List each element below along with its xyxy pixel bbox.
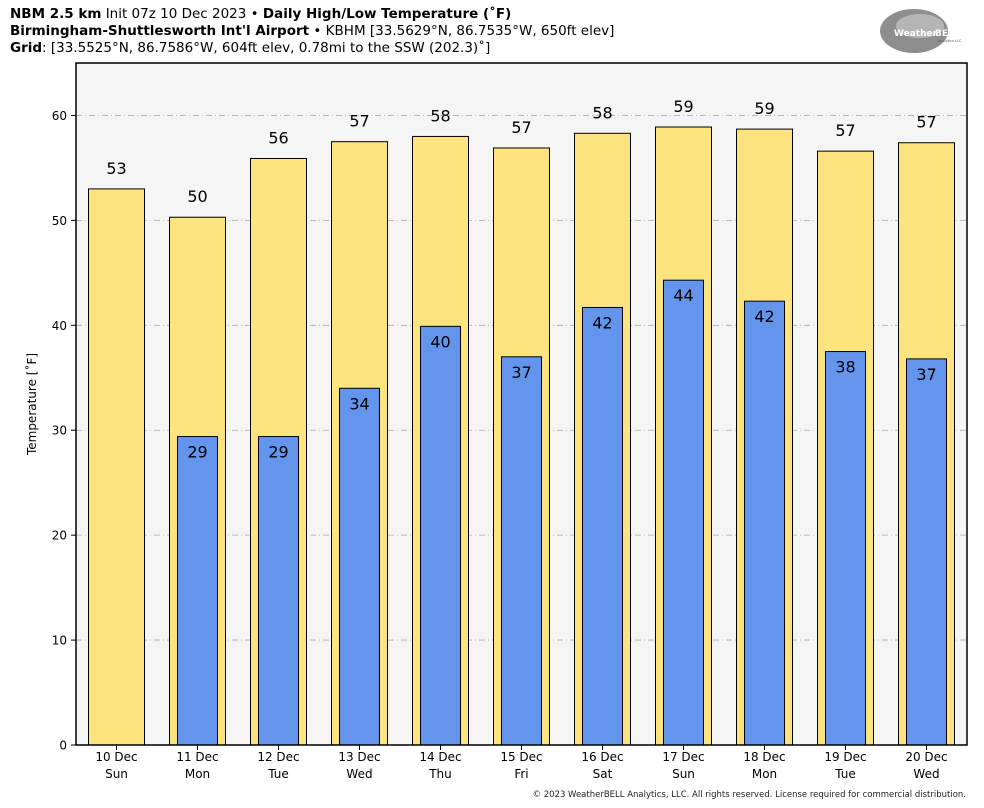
high-temp-label: 50	[187, 187, 207, 206]
x-tick-label-date: 16 Dec	[581, 750, 623, 764]
x-tick-label-day: Tue	[834, 767, 856, 781]
grid-label: Grid	[10, 40, 43, 56]
low-temp-bar	[177, 436, 218, 746]
x-tick-label-day: Mon	[752, 767, 777, 781]
x-tick-label-day: Fri	[514, 767, 528, 781]
x-tick-label-date: 17 Dec	[662, 750, 704, 764]
high-temp-label: 59	[754, 99, 774, 118]
logo-text-a: Weather	[894, 29, 938, 39]
x-tick-label-day: Sun	[105, 767, 128, 781]
x-tick-label-date: 10 Dec	[95, 750, 137, 764]
high-temp-label: 57	[349, 112, 369, 131]
separator: •	[250, 6, 259, 22]
low-temp-label: 37	[511, 363, 531, 382]
y-tick-label: 0	[59, 739, 67, 753]
y-tick-label: 40	[52, 319, 67, 333]
high-temp-label: 58	[430, 106, 450, 125]
high-temp-label: 57	[835, 121, 855, 140]
header-line-1: NBM 2.5 km Init 07z 10 Dec 2023 • Daily …	[10, 6, 511, 23]
station-name: Birmingham-Shuttlesworth Int'l Airport	[10, 23, 310, 39]
x-tick-label-day: Sun	[672, 767, 695, 781]
low-temp-bar	[825, 351, 866, 746]
low-temp-bar	[906, 358, 947, 746]
high-temp-label: 59	[673, 97, 693, 116]
low-temp-bar	[582, 306, 623, 746]
x-tick-label-date: 12 Dec	[257, 750, 299, 764]
model-name: NBM 2.5 km	[10, 6, 102, 22]
init-time: Init 07z 10 Dec 2023	[105, 6, 247, 22]
low-temp-label: 42	[754, 307, 774, 326]
low-temp-bar	[339, 387, 380, 746]
high-temp-label: 58	[592, 103, 612, 122]
product-title: Daily High/Low Temperature (˚F)	[262, 6, 512, 22]
low-temp-label: 40	[430, 332, 450, 351]
header-line-3: Grid: [33.5525°N, 86.7586°W, 604ft elev,…	[10, 40, 490, 57]
header-line-2: Birmingham-Shuttlesworth Int'l Airport •…	[10, 23, 614, 40]
x-tick-label-date: 14 Dec	[419, 750, 461, 764]
y-tick-label: 30	[52, 424, 67, 438]
low-temp-label: 29	[268, 443, 288, 462]
y-tick-label: 10	[52, 634, 67, 648]
x-tick-label-day: Tue	[267, 767, 289, 781]
low-temp-label: 44	[673, 286, 693, 305]
x-tick-label-date: 15 Dec	[500, 750, 542, 764]
x-tick-label-day: Wed	[913, 767, 939, 781]
low-temp-bar	[744, 300, 785, 746]
y-tick-label: 60	[52, 109, 67, 123]
logo-subtext: Analytics LLC	[938, 39, 962, 43]
weatherbell-logo: Weather BELL Analytics LLC	[880, 9, 962, 53]
separator: •	[313, 23, 322, 39]
x-tick-label-date: 11 Dec	[176, 750, 218, 764]
x-tick-label-day: Sat	[593, 767, 613, 781]
high-temp-label: 53	[106, 159, 126, 178]
high-temp-bar	[88, 188, 145, 746]
copyright: © 2023 WeatherBELL Analytics, LLC. All r…	[532, 790, 966, 800]
plot-frame	[75, 62, 968, 746]
high-temp-label: 56	[268, 128, 288, 147]
x-tick-label-day: Mon	[185, 767, 210, 781]
low-temp-bar	[501, 356, 542, 746]
low-temp-label: 38	[835, 358, 855, 377]
low-temp-label: 34	[349, 394, 369, 413]
logo-text-b: BELL	[935, 29, 960, 39]
grid-info: : [33.5525°N, 86.7586°W, 604ft elev, 0.7…	[42, 40, 491, 56]
low-temp-label: 29	[187, 443, 207, 462]
high-temp-label: 57	[916, 113, 936, 132]
low-temp-bar	[258, 436, 299, 746]
x-tick-label-date: 13 Dec	[338, 750, 380, 764]
x-tick-label-day: Wed	[346, 767, 372, 781]
y-tick-label: 20	[52, 529, 67, 543]
y-tick-label: 50	[52, 214, 67, 228]
high-temp-label: 57	[511, 118, 531, 137]
x-tick-label-date: 19 Dec	[824, 750, 866, 764]
x-tick-label-day: Thu	[428, 767, 452, 781]
y-axis-label: Temperature [˚F]	[24, 353, 39, 456]
x-tick-label-date: 18 Dec	[743, 750, 785, 764]
logo-swirl-inner	[896, 14, 944, 38]
low-temp-label: 42	[592, 313, 612, 332]
low-temp-bar	[663, 279, 704, 746]
low-temp-bar	[420, 325, 461, 746]
x-tick-label-date: 20 Dec	[905, 750, 947, 764]
station-info: KBHM [33.5629°N, 86.7535°W, 650ft elev]	[325, 23, 615, 39]
low-temp-label: 37	[916, 365, 936, 384]
